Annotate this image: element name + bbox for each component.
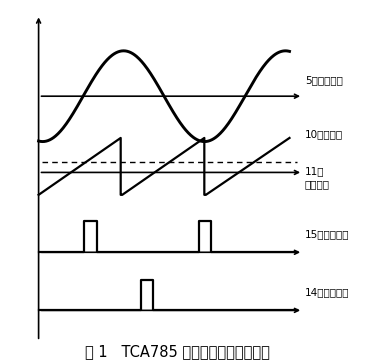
Text: 5脚同步信号: 5脚同步信号	[305, 75, 343, 85]
Text: 11脚
控制电压: 11脚 控制电压	[305, 166, 330, 189]
Text: 15脚输出信号: 15脚输出信号	[305, 229, 349, 239]
Text: 14脚输出信号: 14脚输出信号	[305, 287, 349, 297]
Text: 10脚锯齿波: 10脚锯齿波	[305, 130, 343, 139]
Text: 图 1   TCA785 的主要引脚及相应波形: 图 1 TCA785 的主要引脚及相应波形	[85, 344, 270, 359]
